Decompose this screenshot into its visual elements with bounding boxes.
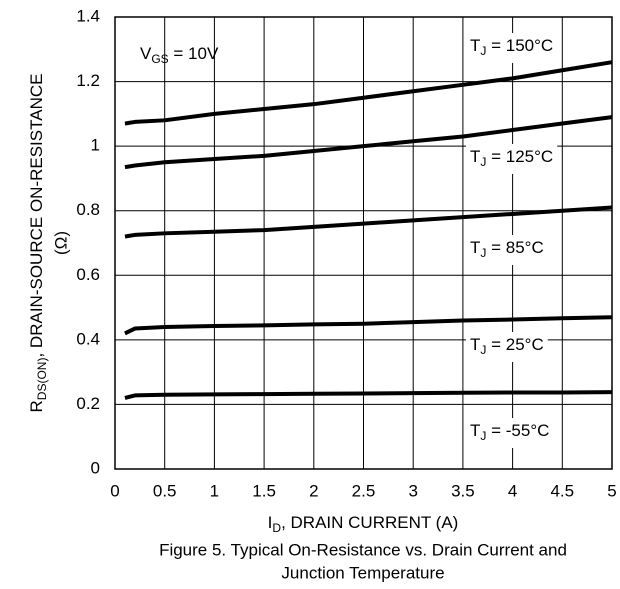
caption: Junction Temperature (281, 563, 444, 582)
x-tick-label: 0 (110, 481, 119, 500)
series-line (124, 390, 613, 400)
y-tick-label: 1.4 (76, 6, 100, 25)
y-axis-label: RDS(ON), DRAIN-SOURCE ON-RESISTANCE (27, 74, 49, 413)
label-bg (466, 144, 558, 174)
y-tick-label: 0.6 (76, 265, 100, 284)
label-subscript: GS (151, 52, 168, 66)
x-tick-label: 5 (607, 481, 616, 500)
label-bg (466, 418, 554, 448)
label-subscript: J (480, 343, 486, 357)
label-symbol: T (470, 147, 480, 166)
series-line (124, 115, 613, 170)
y-tick-label: 0 (91, 458, 100, 477)
annotation: VGS = 10V (140, 44, 219, 66)
x-tick-label: 2 (309, 481, 318, 500)
label-symbol: T (470, 421, 480, 440)
label-symbol: T (470, 36, 480, 55)
x-tick-label: 3.5 (451, 481, 475, 500)
label-subscript: J (480, 155, 486, 169)
x-tick-label: 3 (408, 481, 417, 500)
label-bg (466, 33, 558, 63)
y-tick-label: 0.4 (76, 329, 100, 348)
label-subscript: J (480, 246, 486, 260)
label-subscript: J (480, 429, 486, 443)
label-text: , DRAIN-SOURCE ON-RESISTANCE (27, 74, 46, 358)
caption: Figure 5. Typical On-Resistance vs. Drai… (159, 540, 567, 559)
label-text: = 10V (169, 44, 219, 63)
series-label: TJ = 125°C (466, 144, 558, 174)
label-text: = -55°C (486, 421, 549, 440)
label-subscript: D (272, 521, 281, 535)
series-label-text: TJ = 25°C (470, 335, 544, 357)
label-symbol: I (268, 513, 273, 532)
x-tick-label: 4 (508, 481, 517, 500)
label-subscript: J (480, 44, 486, 58)
label-bg (466, 235, 548, 265)
label-symbol: T (470, 335, 480, 354)
series-line (124, 60, 613, 126)
label-text: = 85°C (486, 238, 543, 257)
label-symbol: V (140, 44, 152, 63)
x-tick-label: 0.5 (153, 481, 177, 500)
x-tick-label: 1.5 (252, 481, 276, 500)
y-tick-label: 1.2 (76, 71, 100, 90)
series-label-text: TJ = 125°C (470, 147, 553, 169)
series-label: TJ = -55°C (466, 418, 554, 448)
series-label-text: TJ = 150°C (470, 36, 553, 58)
x-tick-label: 4.5 (550, 481, 574, 500)
plot-frame (114, 16, 613, 470)
series-label-text: TJ = 85°C (470, 238, 544, 260)
series-line (124, 205, 613, 239)
label-text: = 125°C (486, 147, 553, 166)
label-bg (466, 332, 548, 362)
label-text: = 150°C (486, 36, 553, 55)
x-axis-label: ID, DRAIN CURRENT (A) (268, 513, 459, 535)
series-label: TJ = 85°C (466, 235, 548, 265)
x-tick-label: 1 (210, 481, 219, 500)
label-text: , DRAIN CURRENT (A) (281, 513, 458, 532)
series-label-text: TJ = -55°C (470, 421, 549, 443)
label-text: = 25°C (486, 335, 543, 354)
series-label: TJ = 150°C (466, 33, 558, 63)
label-subscript: DS(ON) (35, 358, 49, 401)
series-line (124, 315, 613, 336)
y-axis-unit: (Ω) (51, 231, 70, 255)
y-tick-label: 0.8 (76, 200, 100, 219)
x-tick-label: 2.5 (352, 481, 376, 500)
label-symbol: T (470, 238, 480, 257)
label-symbol: R (27, 400, 46, 412)
y-tick-label: 0.2 (76, 394, 100, 413)
y-tick-label: 1 (91, 136, 100, 155)
series-label: TJ = 25°C (466, 332, 548, 362)
